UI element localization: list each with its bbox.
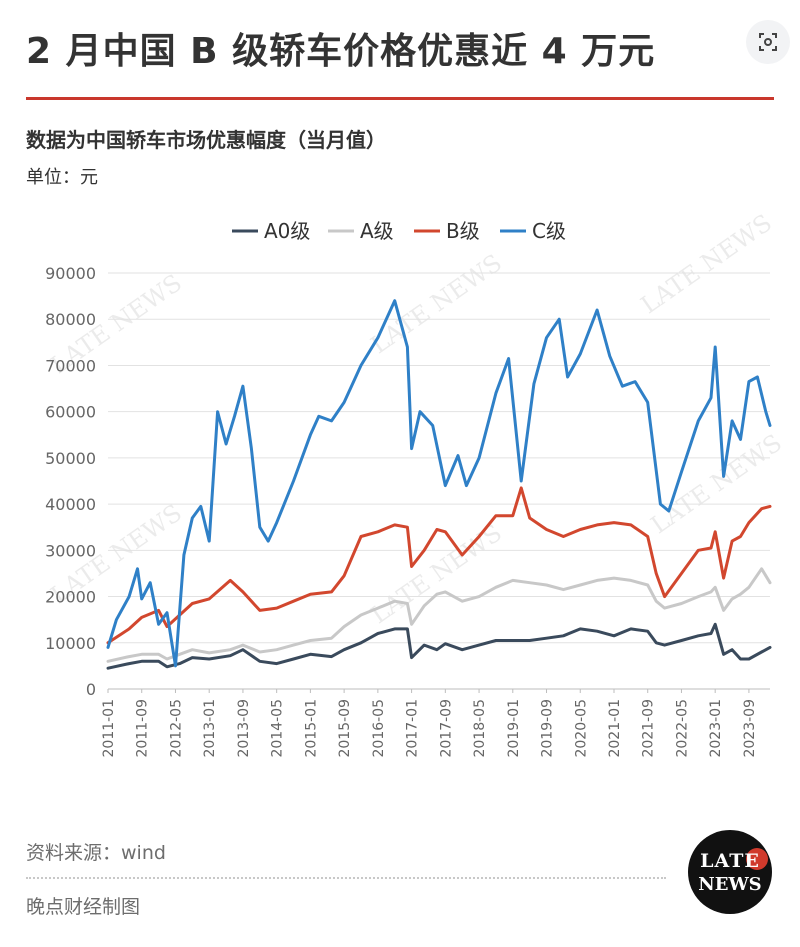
x-tick-label: 2011-01 [101, 699, 117, 758]
x-tick-label: 2020-05 [573, 699, 589, 758]
x-tick-label: 2018-05 [472, 699, 488, 758]
y-tick-label: 90000 [45, 264, 96, 283]
y-tick-label: 0 [86, 680, 96, 699]
series-line-A级 [106, 567, 772, 663]
legend-label: A0级 [264, 219, 310, 243]
x-tick-label: 2015-01 [303, 699, 319, 758]
credit-note: 晚点财经制图 [26, 896, 141, 918]
chart-title: 2 月中国 B 级轿车价格优惠近 4 万元 [26, 31, 656, 72]
y-tick-label: 70000 [45, 356, 96, 375]
x-tick-label: 2021-09 [641, 699, 657, 758]
chart-subtitle: 数据为中国轿车市场优惠幅度（当月值） [26, 128, 386, 152]
series-line-A0级 [106, 622, 772, 670]
legend-label: A级 [360, 219, 394, 243]
unit-label: 单位：元 [26, 167, 98, 188]
x-tick-label: 2017-01 [405, 699, 421, 758]
y-tick-label: 80000 [45, 310, 96, 329]
late-news-logo: LATE NEWS [688, 830, 772, 914]
legend-label: C级 [532, 219, 566, 243]
logo-line-2: NEWS [698, 874, 762, 895]
footer-divider [26, 877, 666, 879]
x-tick-label: 2016-05 [371, 699, 387, 758]
y-tick-label: 60000 [45, 403, 96, 422]
y-tick-label: 40000 [45, 495, 96, 514]
title-rule [26, 97, 774, 100]
x-tick-label: 2023-01 [708, 699, 724, 758]
x-tick-label: 2019-09 [540, 699, 556, 758]
x-tick-label: 2015-09 [337, 699, 353, 758]
y-tick-label: 20000 [45, 588, 96, 607]
scan-icon [759, 33, 777, 51]
x-tick-label: 2017-09 [438, 699, 454, 758]
y-tick-label: 10000 [45, 634, 96, 653]
x-tick-label: 2022-05 [674, 699, 690, 758]
y-tick-label: 50000 [45, 449, 96, 468]
x-tick-label: 2011-09 [135, 699, 151, 758]
y-tick-label: 30000 [45, 541, 96, 560]
series-line-C级 [106, 299, 772, 668]
series-line-B级 [106, 486, 772, 645]
x-tick-label: 2019-01 [506, 699, 522, 758]
line-chart: 0 10000 20000 30000 40000 50000 60000 70000 8000… [45, 219, 772, 758]
x-tick-label: 2013-09 [236, 699, 252, 758]
logo-line-1: LATE [700, 850, 760, 872]
legend-label: B级 [446, 219, 480, 243]
share-button[interactable] [746, 20, 790, 64]
logo-dot [746, 848, 768, 870]
x-tick-label: 2021-01 [607, 699, 623, 758]
x-tick-label: 2013-01 [202, 699, 218, 758]
x-tick-label: 2012-05 [168, 699, 184, 758]
source-note: 资料来源：wind [26, 842, 166, 864]
x-tick-label: 2023-09 [742, 699, 758, 758]
x-tick-label: 2014-05 [270, 699, 286, 758]
